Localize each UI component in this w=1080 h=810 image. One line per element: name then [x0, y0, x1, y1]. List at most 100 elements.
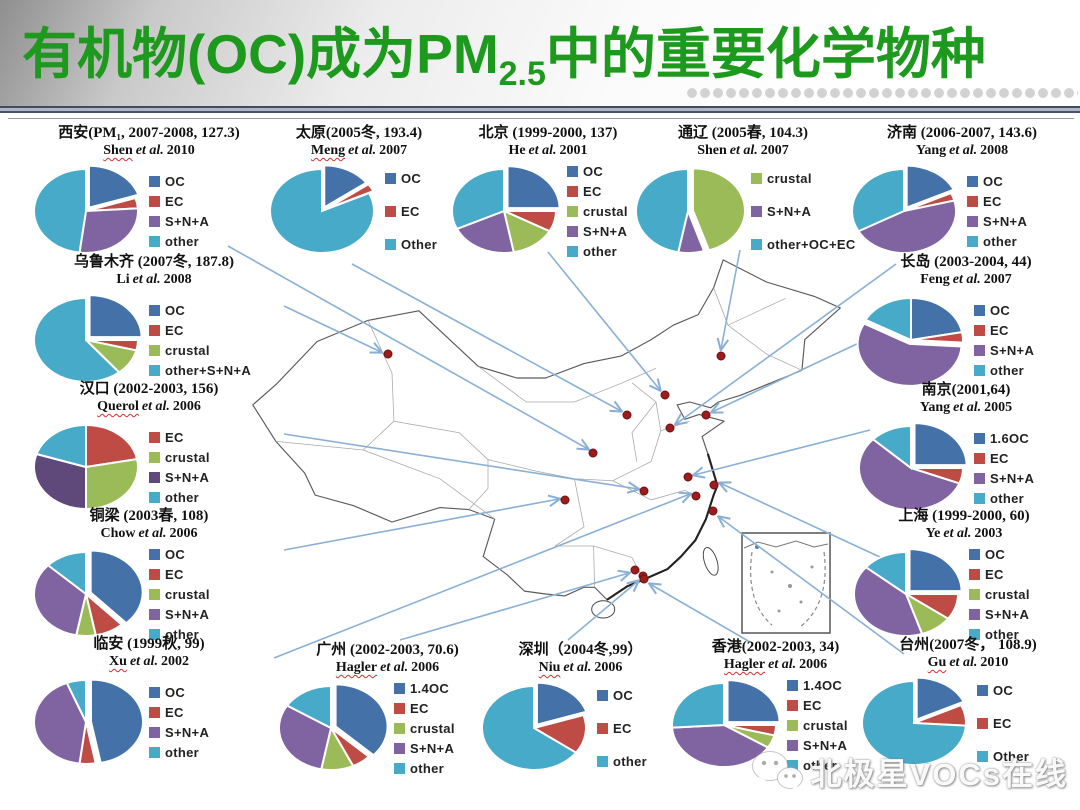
legend-label: S+N+A: [165, 606, 210, 622]
pie-chart: [858, 422, 968, 511]
pie-chart: [269, 164, 375, 254]
city-dot-linan: [691, 491, 701, 501]
arrow-tongliao: [721, 249, 741, 349]
legend-label: EC: [990, 322, 1009, 338]
legend-item: EC: [567, 184, 628, 199]
legend-label: crustal: [165, 449, 210, 465]
legend-swatch: [974, 452, 985, 464]
legend-label: S+N+A: [983, 213, 1028, 229]
legend-label: EC: [401, 203, 420, 219]
legend-item: EC: [149, 430, 210, 445]
pie-block-hankou: 汉口 (2002-2003, 156) Querol et al. 2006 EC c…: [30, 377, 268, 517]
pie-chart: [861, 676, 967, 766]
legend-label: S+N+A: [410, 740, 455, 756]
legend-label: crustal: [165, 586, 210, 602]
legend-swatch: [969, 588, 980, 600]
legend-swatch: [787, 699, 798, 711]
legend-swatch: [394, 762, 405, 774]
chart-legend: 1.6OC EC S+N+A other: [974, 431, 1034, 506]
chart-legend: OC EC S+N+A other: [149, 174, 209, 249]
legend-swatch: [149, 628, 160, 640]
legend-item: crustal: [751, 171, 856, 186]
citation-etal: et al.: [141, 399, 170, 414]
legend-item: other+S+N+A: [149, 363, 251, 378]
pie-slice-crustal: [85, 458, 139, 511]
arrow-jinan: [676, 263, 897, 424]
legend-swatch: [787, 759, 798, 771]
pie-slice-other: [871, 424, 912, 471]
chart-title: 南京(2001,64): [921, 382, 1011, 398]
legend-swatch: [149, 364, 160, 376]
legend-swatch: [149, 588, 160, 600]
legend-label: EC: [613, 720, 632, 736]
legend-item: OC: [149, 685, 209, 700]
legend-swatch: [974, 324, 985, 336]
legend-swatch: [149, 215, 160, 227]
legend-swatch: [567, 185, 578, 197]
pie-slice-ec: [910, 331, 964, 344]
pie-slice-other: [851, 167, 905, 233]
citation-author: Meng: [310, 143, 346, 158]
legend-label: OC: [993, 682, 1014, 698]
legend-label: other: [613, 753, 647, 769]
legend-swatch: [974, 472, 985, 484]
chart-legend: OC EC Other: [977, 683, 1029, 764]
legend-item: other: [149, 627, 210, 642]
legend-label: EC: [410, 700, 429, 716]
legend-item: EC: [969, 567, 1030, 582]
legend-label: EC: [165, 322, 184, 338]
chart-title: 台州(2007冬， 108.9): [899, 637, 1037, 653]
city-dot-tongliang: [560, 495, 570, 505]
legend-swatch: [149, 568, 160, 580]
legend-label: crustal: [583, 203, 628, 219]
chart-citation: Ye et al. 2003: [850, 526, 1078, 542]
legend-label: OC: [165, 173, 186, 189]
legend-item: EC: [149, 323, 251, 338]
legend-swatch: [974, 364, 985, 376]
pie-slice-s-n-a: [78, 207, 139, 254]
city-dot-guangzhou: [630, 565, 640, 575]
arrow-hongkong: [650, 584, 751, 643]
legend-item: EC: [597, 721, 647, 736]
city-dot-hankou: [639, 486, 649, 496]
citation-etal: et al.: [953, 400, 982, 415]
pie-chart: [33, 423, 139, 511]
citation-author: He: [508, 143, 526, 158]
legend-label: S+N+A: [767, 203, 812, 219]
citation-year: 2007: [983, 272, 1012, 287]
pie-chart: [33, 294, 143, 383]
legend-label: S+N+A: [990, 342, 1035, 358]
pie-slice-other: [451, 167, 505, 231]
legend-swatch: [394, 702, 405, 714]
pie-chart: [856, 296, 964, 387]
citation-year: 2006: [172, 399, 201, 414]
dots-decoration: [686, 87, 1078, 100]
chart-legend: OC EC crustal S+N+A other: [969, 547, 1030, 642]
legend-swatch: [149, 431, 160, 443]
legend-item: crustal: [567, 204, 628, 219]
citation-author: Chow: [100, 526, 136, 541]
legend-item: S+N+A: [974, 343, 1034, 358]
pie-slice-oc: [910, 296, 964, 342]
legend-item: other+OC+EC: [751, 237, 856, 252]
legend-label: S+N+A: [583, 223, 628, 239]
legend-item: OC: [385, 171, 437, 186]
pie-slice-other: [481, 684, 578, 771]
pie-slice-oc: [535, 681, 588, 727]
pie-slice-other: [863, 296, 912, 342]
arrow-guangzhou: [399, 573, 629, 641]
chart-citation: Hagler et al. 2006: [275, 660, 500, 676]
legend-swatch: [974, 344, 985, 356]
legend-label: S+N+A: [165, 724, 210, 740]
legend-item: S+N+A: [149, 725, 209, 740]
legend-item: S+N+A: [149, 470, 210, 485]
legend-item: other: [149, 745, 209, 760]
citation-author: Querol: [97, 399, 139, 414]
city-dot-changdao: [701, 410, 711, 420]
pie-slice-other: [861, 679, 967, 766]
arrow-taizhou: [719, 517, 905, 655]
arrow-urumqi: [283, 305, 381, 352]
chart-title: 铜梁 (2003春, 108): [89, 508, 209, 524]
citation-year: 2010: [980, 655, 1009, 670]
chart-citation: Feng et al. 2007: [855, 272, 1077, 288]
